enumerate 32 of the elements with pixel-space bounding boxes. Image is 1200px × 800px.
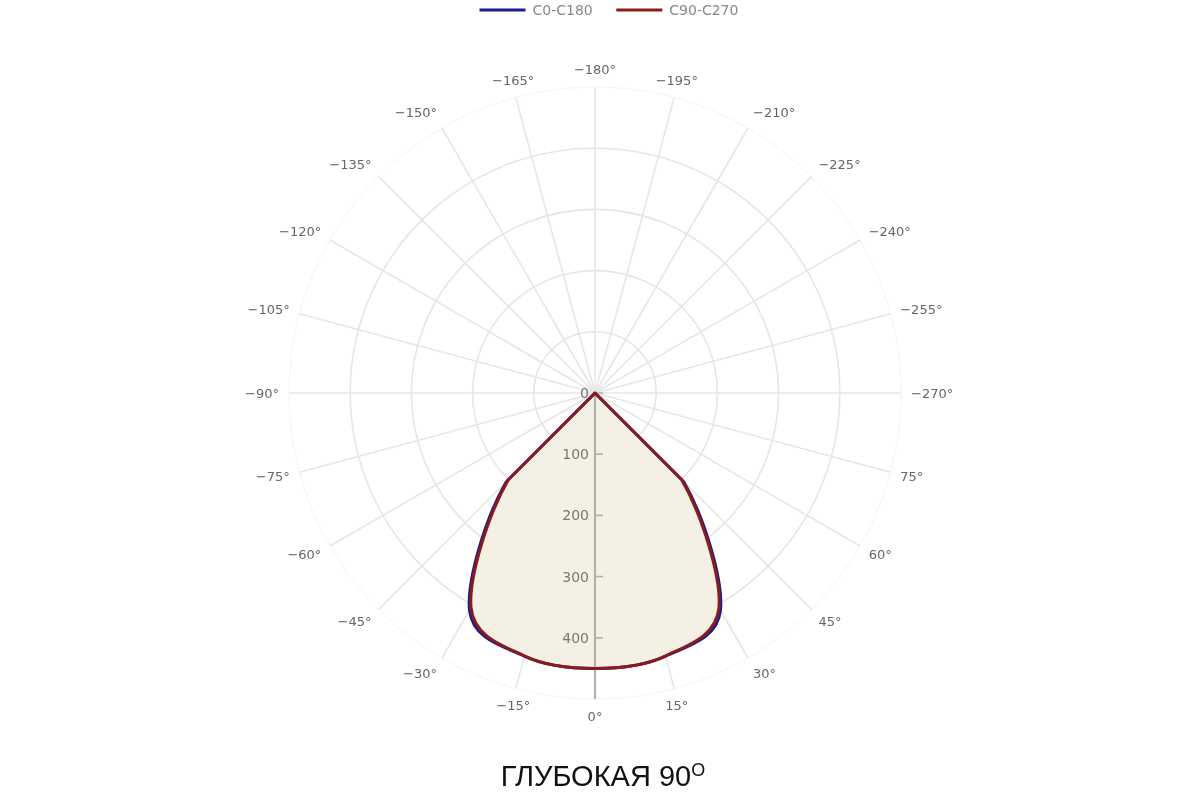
spoke-label: −210° xyxy=(753,105,796,121)
legend-label: C90-C270 xyxy=(669,1,739,18)
spoke-label: −90° xyxy=(245,385,279,401)
spoke-label: −45° xyxy=(337,614,372,630)
spoke-label: −60° xyxy=(287,547,322,563)
y-tick-label: 100 xyxy=(562,446,589,463)
spoke-label: −105° xyxy=(247,301,290,317)
spoke-label: −75° xyxy=(255,469,290,485)
spoke-label: −180° xyxy=(573,61,617,77)
spoke-label: −195° xyxy=(655,72,698,88)
y-tick-label: 300 xyxy=(562,568,589,585)
spoke-label: −270° xyxy=(911,385,954,401)
y-tick-label: 0 xyxy=(580,384,589,401)
spoke-label: −255° xyxy=(900,301,943,317)
spoke-label: 15° xyxy=(665,698,689,714)
spoke-label: 0° xyxy=(587,709,603,725)
spoke-label: −165° xyxy=(492,72,535,88)
spoke-label: −15° xyxy=(496,698,531,714)
spoke-label: 60° xyxy=(868,547,892,563)
spoke-label: −30° xyxy=(403,665,437,681)
text: ГЛУБОКАЯ 90$^{O}$ xyxy=(500,760,706,792)
spoke-label: −120° xyxy=(279,223,322,239)
y-tick-label: 200 xyxy=(562,507,589,524)
spoke-label: −240° xyxy=(868,223,911,239)
spoke-label: −225° xyxy=(818,156,861,172)
spoke-label: −135° xyxy=(329,156,372,172)
legend-label: C0-C180 xyxy=(532,1,593,18)
spoke-label: 75° xyxy=(900,469,924,485)
spoke-label: 45° xyxy=(818,614,842,630)
spoke-label: −150° xyxy=(394,105,437,121)
y-tick-label: 400 xyxy=(562,629,589,646)
spoke-label: 30° xyxy=(753,665,777,681)
